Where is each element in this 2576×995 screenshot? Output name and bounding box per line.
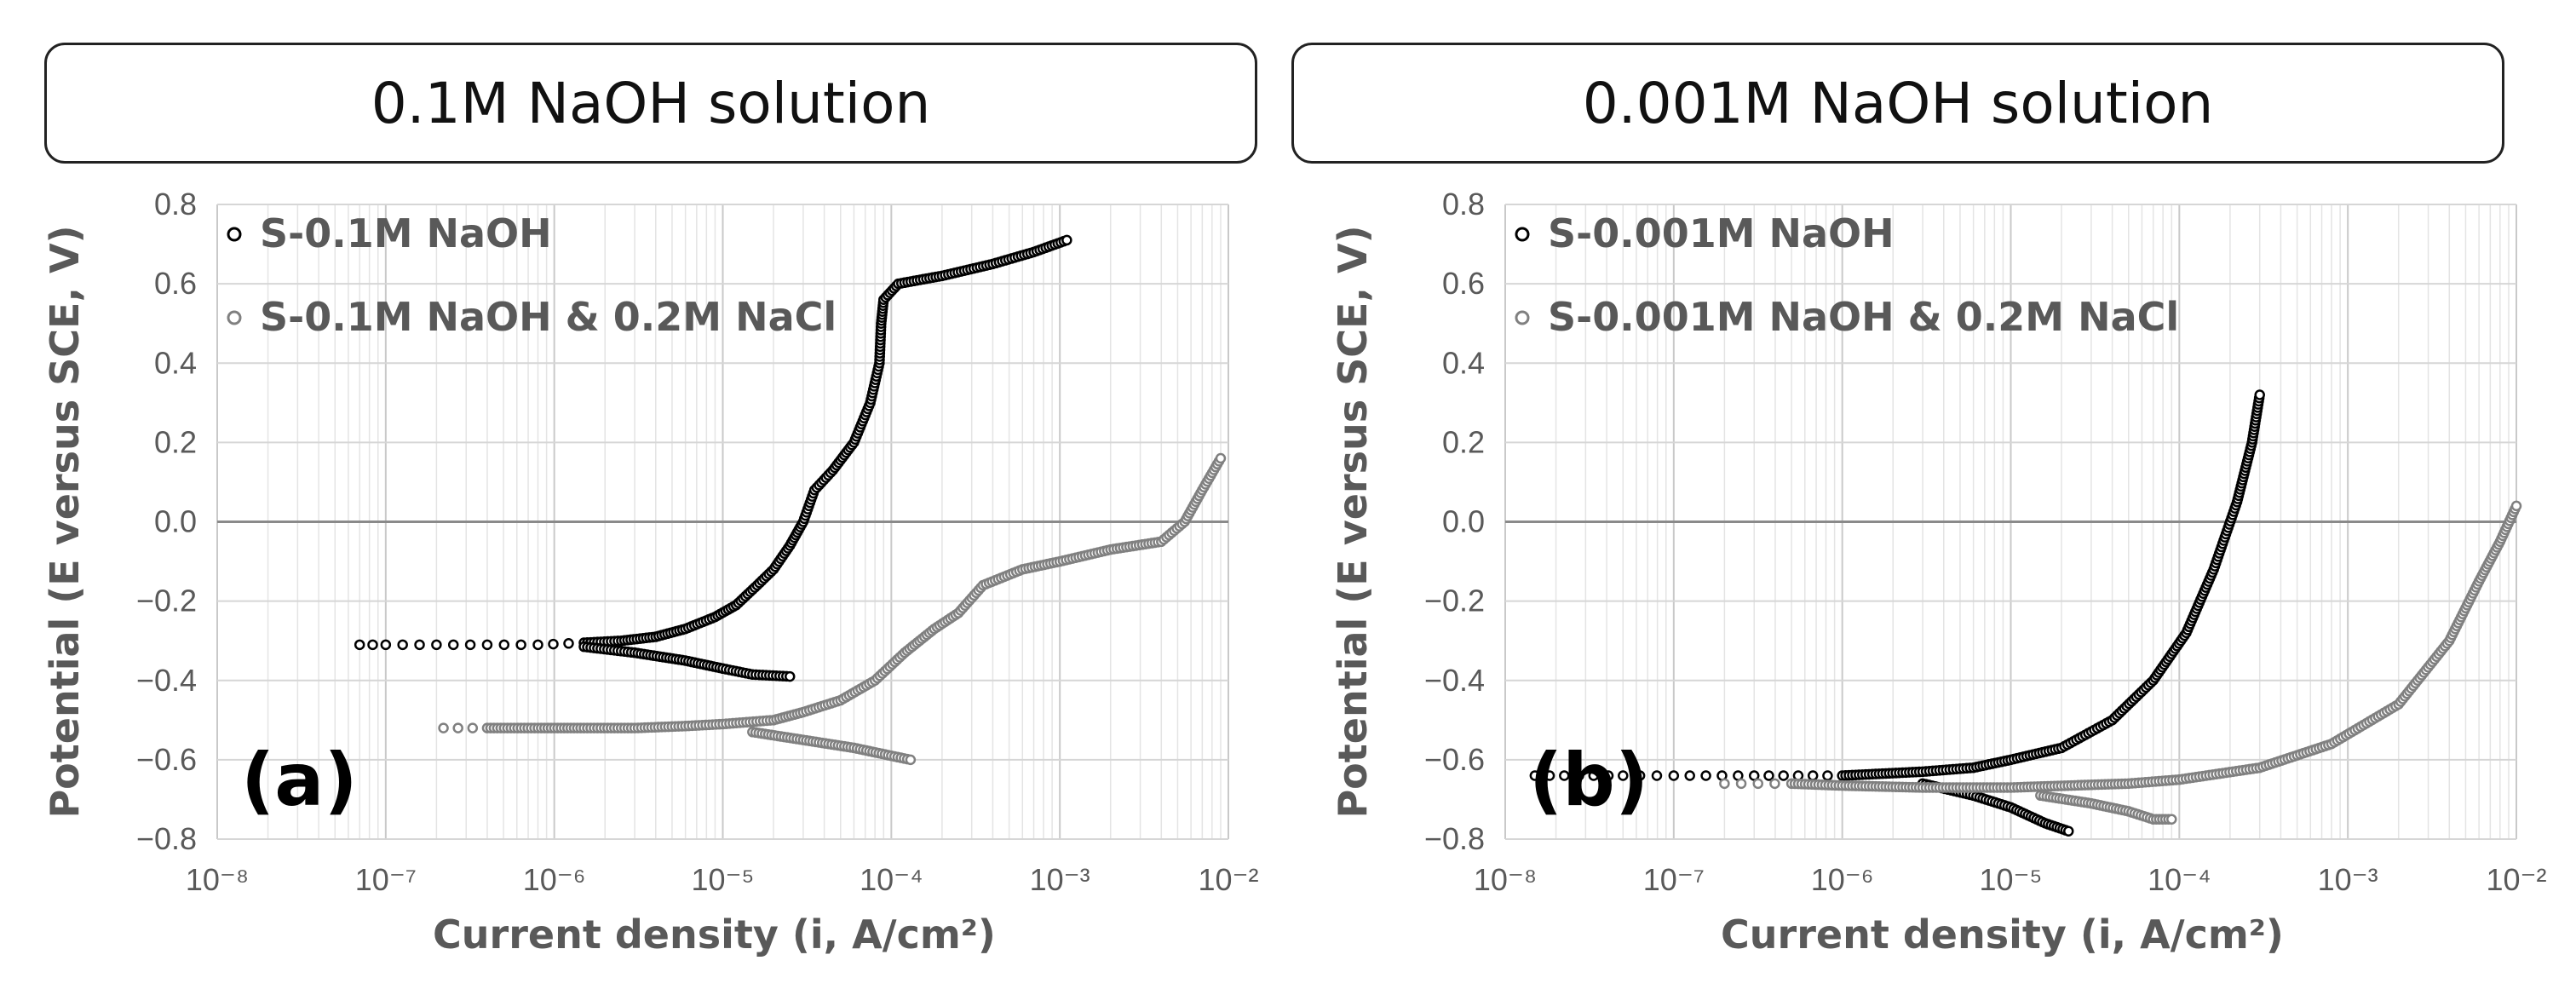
data-point xyxy=(1602,770,1614,781)
y-tick-label: −0.4 xyxy=(136,663,197,698)
data-point xyxy=(431,639,442,651)
data-point xyxy=(414,639,425,651)
x-tick-label: 10⁻⁶ xyxy=(1811,862,1874,897)
data-point xyxy=(1807,770,1819,781)
x-tick-label: 10⁻⁴ xyxy=(2148,862,2211,897)
data-point xyxy=(464,639,476,651)
data-point xyxy=(452,722,463,733)
data-point xyxy=(2510,500,2522,512)
y-tick-label: −0.6 xyxy=(136,742,197,777)
panel-a-header: 0.1M NaOH solution xyxy=(44,43,1257,164)
series-2 xyxy=(1719,500,2522,825)
y-tick-label: 0.8 xyxy=(1442,187,1485,221)
x-tick-label: 10⁻⁷ xyxy=(355,862,417,897)
x-tick-label: 10⁻³ xyxy=(1030,862,1090,897)
data-point xyxy=(1735,778,1747,790)
x-axis-title: Current density (i, A/cm²) xyxy=(433,912,996,958)
data-point xyxy=(1618,770,1629,781)
data-point xyxy=(1215,452,1227,464)
data-point xyxy=(1763,770,1774,781)
data-point xyxy=(532,639,543,651)
panel-b-header: 0.001M NaOH solution xyxy=(1291,43,2504,164)
x-tick-label: 10⁻² xyxy=(2486,862,2546,897)
data-point xyxy=(1778,770,1789,781)
data-point xyxy=(2166,814,2177,825)
y-tick-label: −0.4 xyxy=(1424,663,1485,698)
y-tick-label: −0.8 xyxy=(1424,821,1485,856)
y-tick-label: 0.8 xyxy=(154,187,197,221)
data-point xyxy=(354,639,365,651)
x-tick-label: 10⁻³ xyxy=(2318,862,2378,897)
chart-b: 0.8 0.6 0.4 0.2 0.0 −0.2 −0.4 −0.6 −0.8 10⁻⁸ 10⁻⁷ 1… xyxy=(1330,187,2547,958)
x-axis-title: Current density (i, A/cm²) xyxy=(1721,912,2284,958)
x-tick-label: 10⁻⁸ xyxy=(186,862,249,897)
data-point xyxy=(1573,770,1584,781)
series-2 xyxy=(438,452,1227,766)
y-tick-label: 0.2 xyxy=(1442,424,1485,459)
y-tick-label: −0.6 xyxy=(1424,742,1485,777)
chart-a: 0.8 0.6 0.4 0.2 0.0 −0.2 −0.4 −0.6 −0.8 10⁻⁸ 10⁻⁷ 1… xyxy=(42,187,1259,958)
legend-marker xyxy=(227,227,242,242)
data-point xyxy=(563,638,574,649)
x-tick-label: 10⁻² xyxy=(1198,862,1258,897)
data-point xyxy=(1559,770,1570,781)
x-tick-label: 10⁻⁵ xyxy=(1980,862,2043,897)
y-axis-title: Potential (E versus SCE, V) xyxy=(42,225,88,818)
data-point xyxy=(1822,770,1833,781)
legend-label: S-0.1M NaOH & 0.2M NaCl xyxy=(260,294,837,340)
data-point xyxy=(548,638,559,650)
y-tick-label: −0.8 xyxy=(136,821,197,856)
x-tick-label: 10⁻⁶ xyxy=(523,862,586,897)
y-tick-label: 0.0 xyxy=(154,504,197,539)
y-tick-label: −0.2 xyxy=(136,584,197,618)
data-point xyxy=(380,639,392,651)
y-tick-label: 0.4 xyxy=(154,345,197,380)
y-tick-label: 0.0 xyxy=(1442,504,1485,539)
legend-label: S-0.001M NaOH & 0.2M NaCl xyxy=(1548,294,2179,340)
data-point xyxy=(1634,770,1646,781)
x-tick-label: 10⁻⁸ xyxy=(1474,862,1537,897)
data-point xyxy=(905,754,917,766)
data-point xyxy=(481,639,493,651)
panel-label: (a) xyxy=(241,738,358,823)
legend-marker xyxy=(1515,310,1530,325)
series-1 xyxy=(354,234,1072,682)
y-tick-label: −0.2 xyxy=(1424,584,1485,618)
data-point xyxy=(1748,770,1760,781)
data-point xyxy=(367,639,378,651)
panel-label: (b) xyxy=(1529,738,1648,823)
data-point xyxy=(1752,778,1763,790)
data-point xyxy=(1719,778,1730,790)
data-point xyxy=(1544,770,1555,781)
data-point xyxy=(2254,389,2265,400)
legend-label: S-0.001M NaOH xyxy=(1548,210,1895,256)
data-point xyxy=(1061,234,1072,246)
y-tick-label: 0.6 xyxy=(154,266,197,301)
data-point xyxy=(438,722,449,733)
data-point xyxy=(1700,770,1711,781)
data-point xyxy=(1684,770,1695,781)
x-tick-label: 10⁻⁷ xyxy=(1643,862,1705,897)
data-point xyxy=(1588,770,1600,781)
y-axis-title: Potential (E versus SCE, V) xyxy=(1330,225,1376,818)
data-point xyxy=(515,639,526,651)
legend-marker xyxy=(227,310,242,325)
x-tick-label: 10⁻⁴ xyxy=(860,862,923,897)
data-point xyxy=(1769,778,1780,790)
data-point xyxy=(1668,770,1680,781)
data-point xyxy=(2062,825,2074,837)
data-point xyxy=(1529,770,1541,781)
data-point xyxy=(498,639,510,651)
legend-marker xyxy=(1515,227,1530,242)
data-point xyxy=(784,670,796,682)
data-point xyxy=(447,639,459,651)
legend-label: S-0.1M NaOH xyxy=(260,210,552,256)
y-tick-label: 0.4 xyxy=(1442,345,1485,380)
x-tick-label: 10⁻⁵ xyxy=(692,862,755,897)
y-tick-label: 0.6 xyxy=(1442,266,1485,301)
data-point xyxy=(397,639,408,651)
y-tick-label: 0.2 xyxy=(154,424,197,459)
data-point xyxy=(467,722,479,733)
data-point xyxy=(1651,770,1663,781)
